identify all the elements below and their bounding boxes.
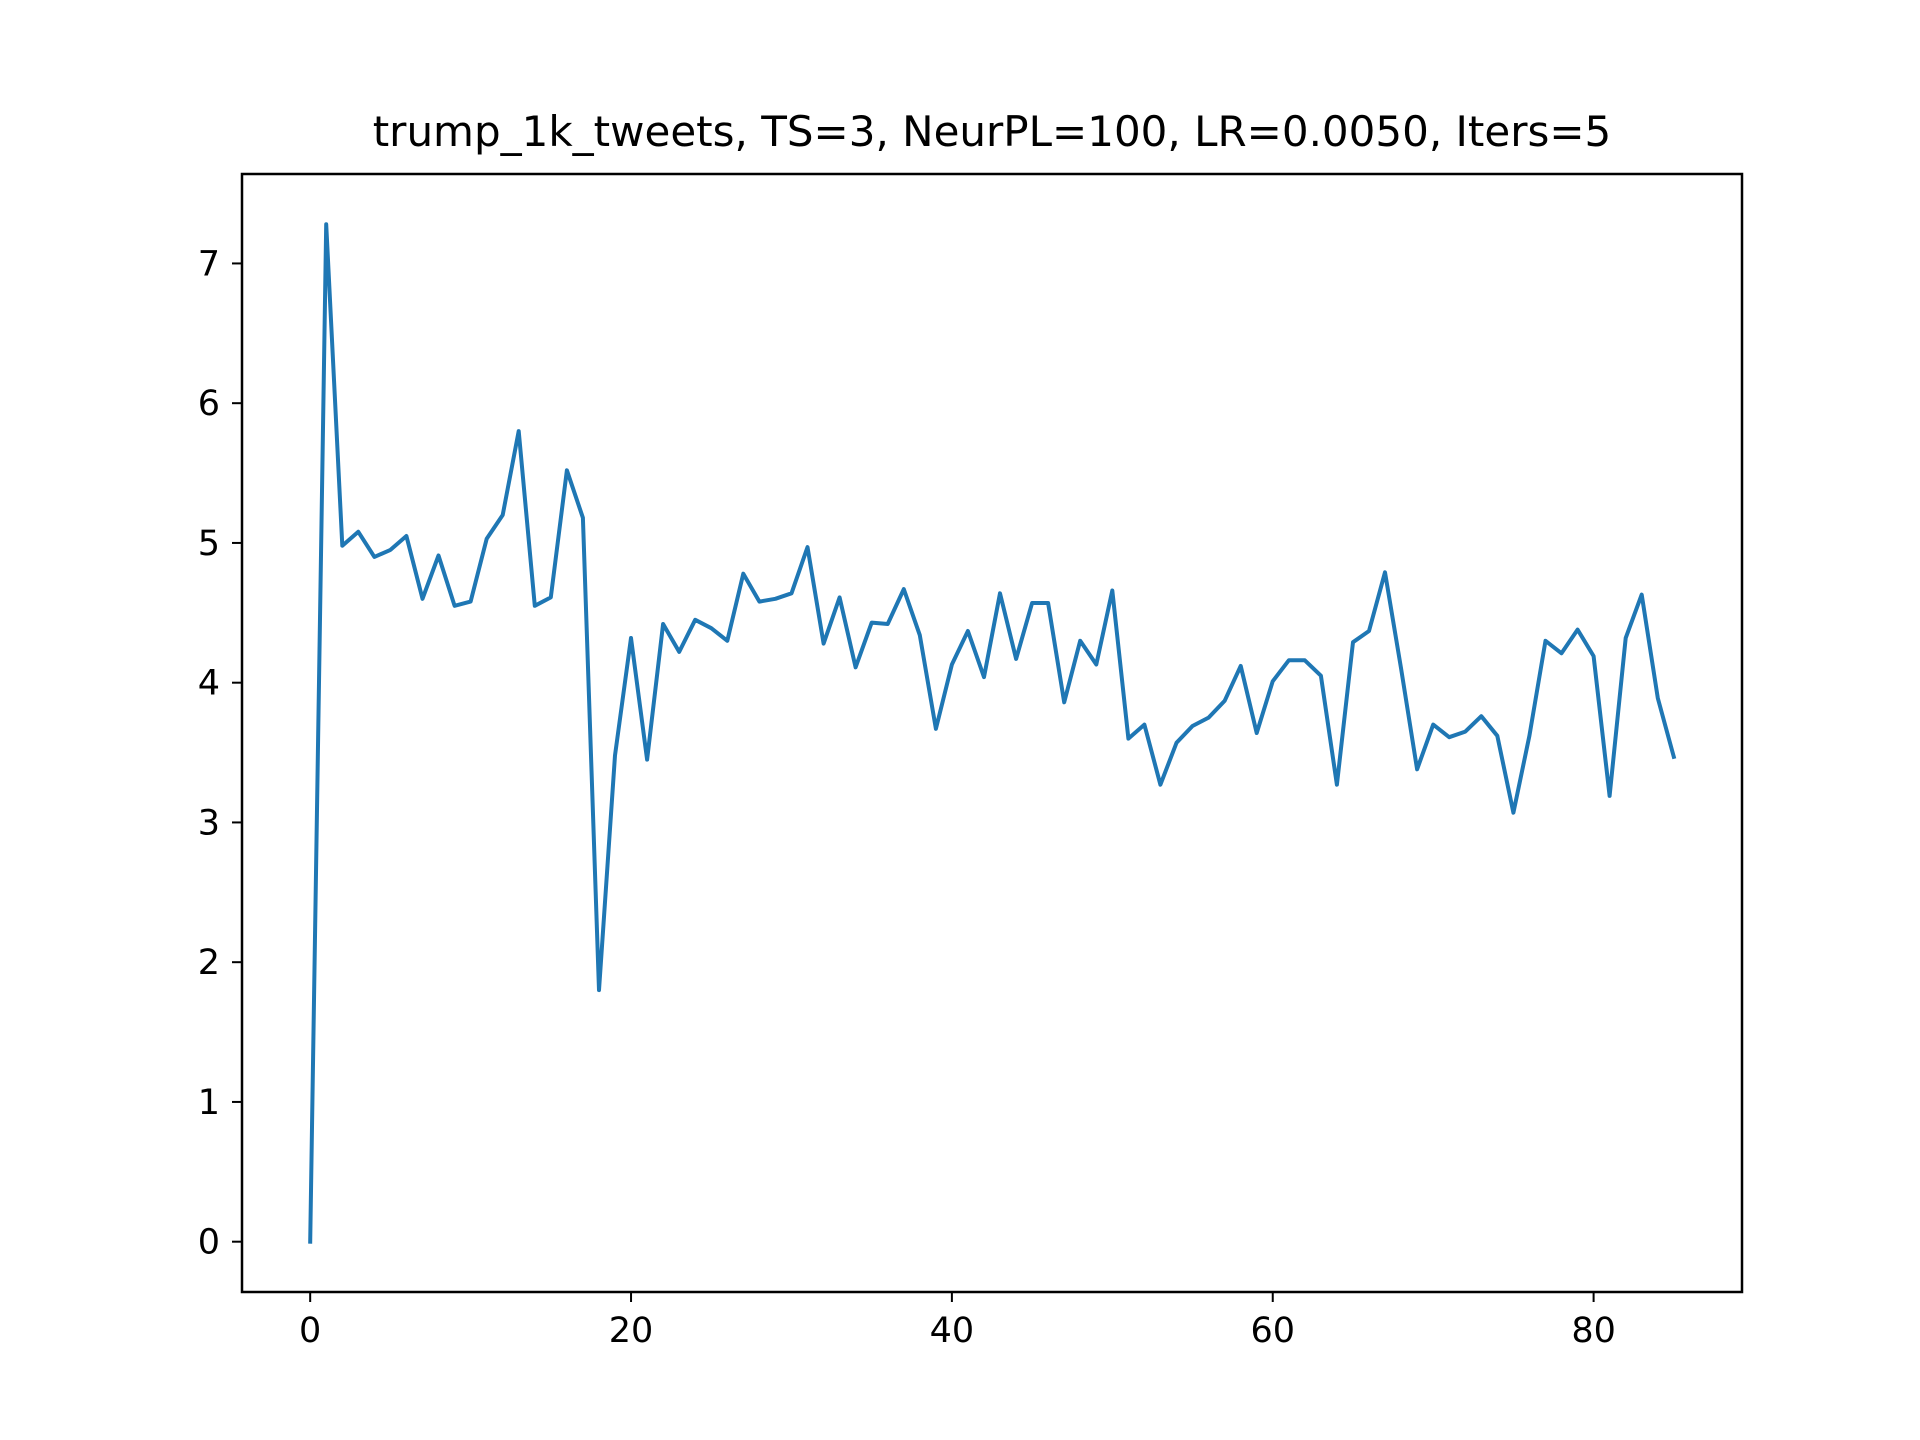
x-axis: 0 20 40 60 80 [299, 1292, 1616, 1351]
chart-title: trump_1k_tweets, TS=3, NeurPL=100, LR=0.… [373, 107, 1612, 156]
plot-frame [240, 172, 1744, 1294]
y-tick-label: 7 [198, 244, 220, 284]
x-tick-label: 20 [609, 1311, 654, 1351]
x-tick-label: 80 [1571, 1311, 1616, 1351]
x-tick-label: 0 [299, 1311, 321, 1351]
y-tick-label: 6 [198, 384, 220, 424]
y-tick-label: 5 [198, 524, 220, 564]
y-tick-label: 4 [198, 664, 220, 704]
x-tick-label: 40 [930, 1311, 975, 1351]
series-line [308, 222, 1677, 1244]
y-tick-label: 0 [198, 1223, 220, 1263]
y-tick-label: 1 [198, 1083, 220, 1123]
y-tick-label: 2 [198, 943, 220, 983]
x-tick-label: 60 [1250, 1311, 1295, 1351]
y-axis: 0 1 2 3 4 5 6 7 [198, 244, 242, 1263]
y-tick-label: 3 [198, 803, 220, 843]
